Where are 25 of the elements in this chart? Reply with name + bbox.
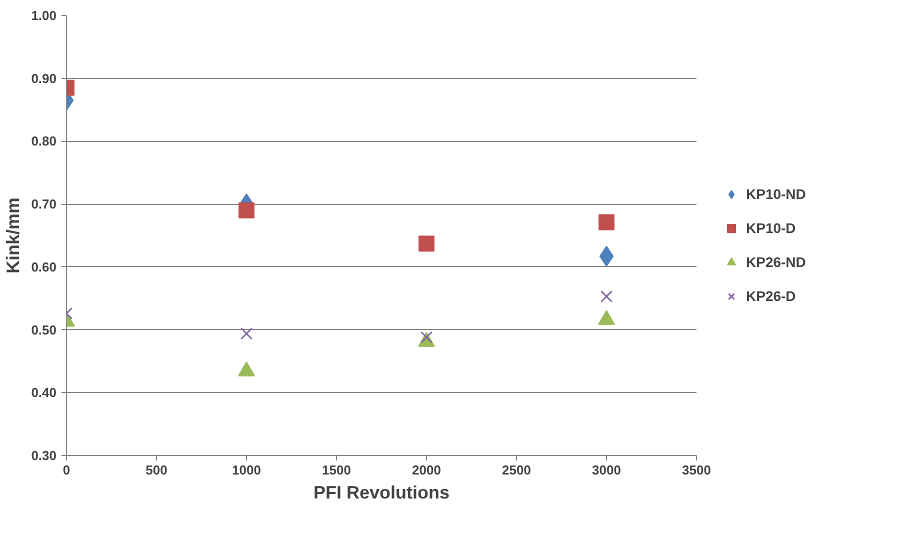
point (418, 236, 434, 252)
legend-label: KP26-D (746, 288, 796, 304)
legend-label: KP26-ND (746, 254, 806, 270)
y-tick-label: 1.00 (31, 8, 57, 23)
x-tick-label: 2500 (502, 462, 531, 478)
legend-label: KP10-D (746, 220, 796, 236)
legend-label: KP10-ND (746, 186, 806, 202)
y-tick-label: 0.40 (31, 385, 57, 400)
x-tick-label: 2000 (412, 462, 441, 478)
y-tick-label: 0.90 (31, 70, 57, 86)
x-tick-label: 3500 (682, 462, 711, 478)
x-tick-label: 3000 (592, 462, 621, 478)
x-tick-label: 500 (146, 462, 168, 478)
y-tick-label: 0.30 (31, 448, 57, 463)
y-axis-title: Kink/mm (3, 197, 24, 274)
x-tick-label: 0 (62, 462, 70, 478)
point (600, 290, 613, 303)
x-tick-label: 1500 (322, 462, 351, 478)
y-tick-label: 0.70 (31, 196, 57, 212)
y-tick-label: 0.50 (31, 322, 57, 338)
x-axis-title: PFI Revolutions (313, 482, 450, 502)
y-tick-label: 0.60 (31, 259, 57, 274)
y-tick-label: 0.80 (31, 134, 57, 149)
x-tick-label: 1000 (232, 462, 261, 478)
point (598, 214, 614, 230)
